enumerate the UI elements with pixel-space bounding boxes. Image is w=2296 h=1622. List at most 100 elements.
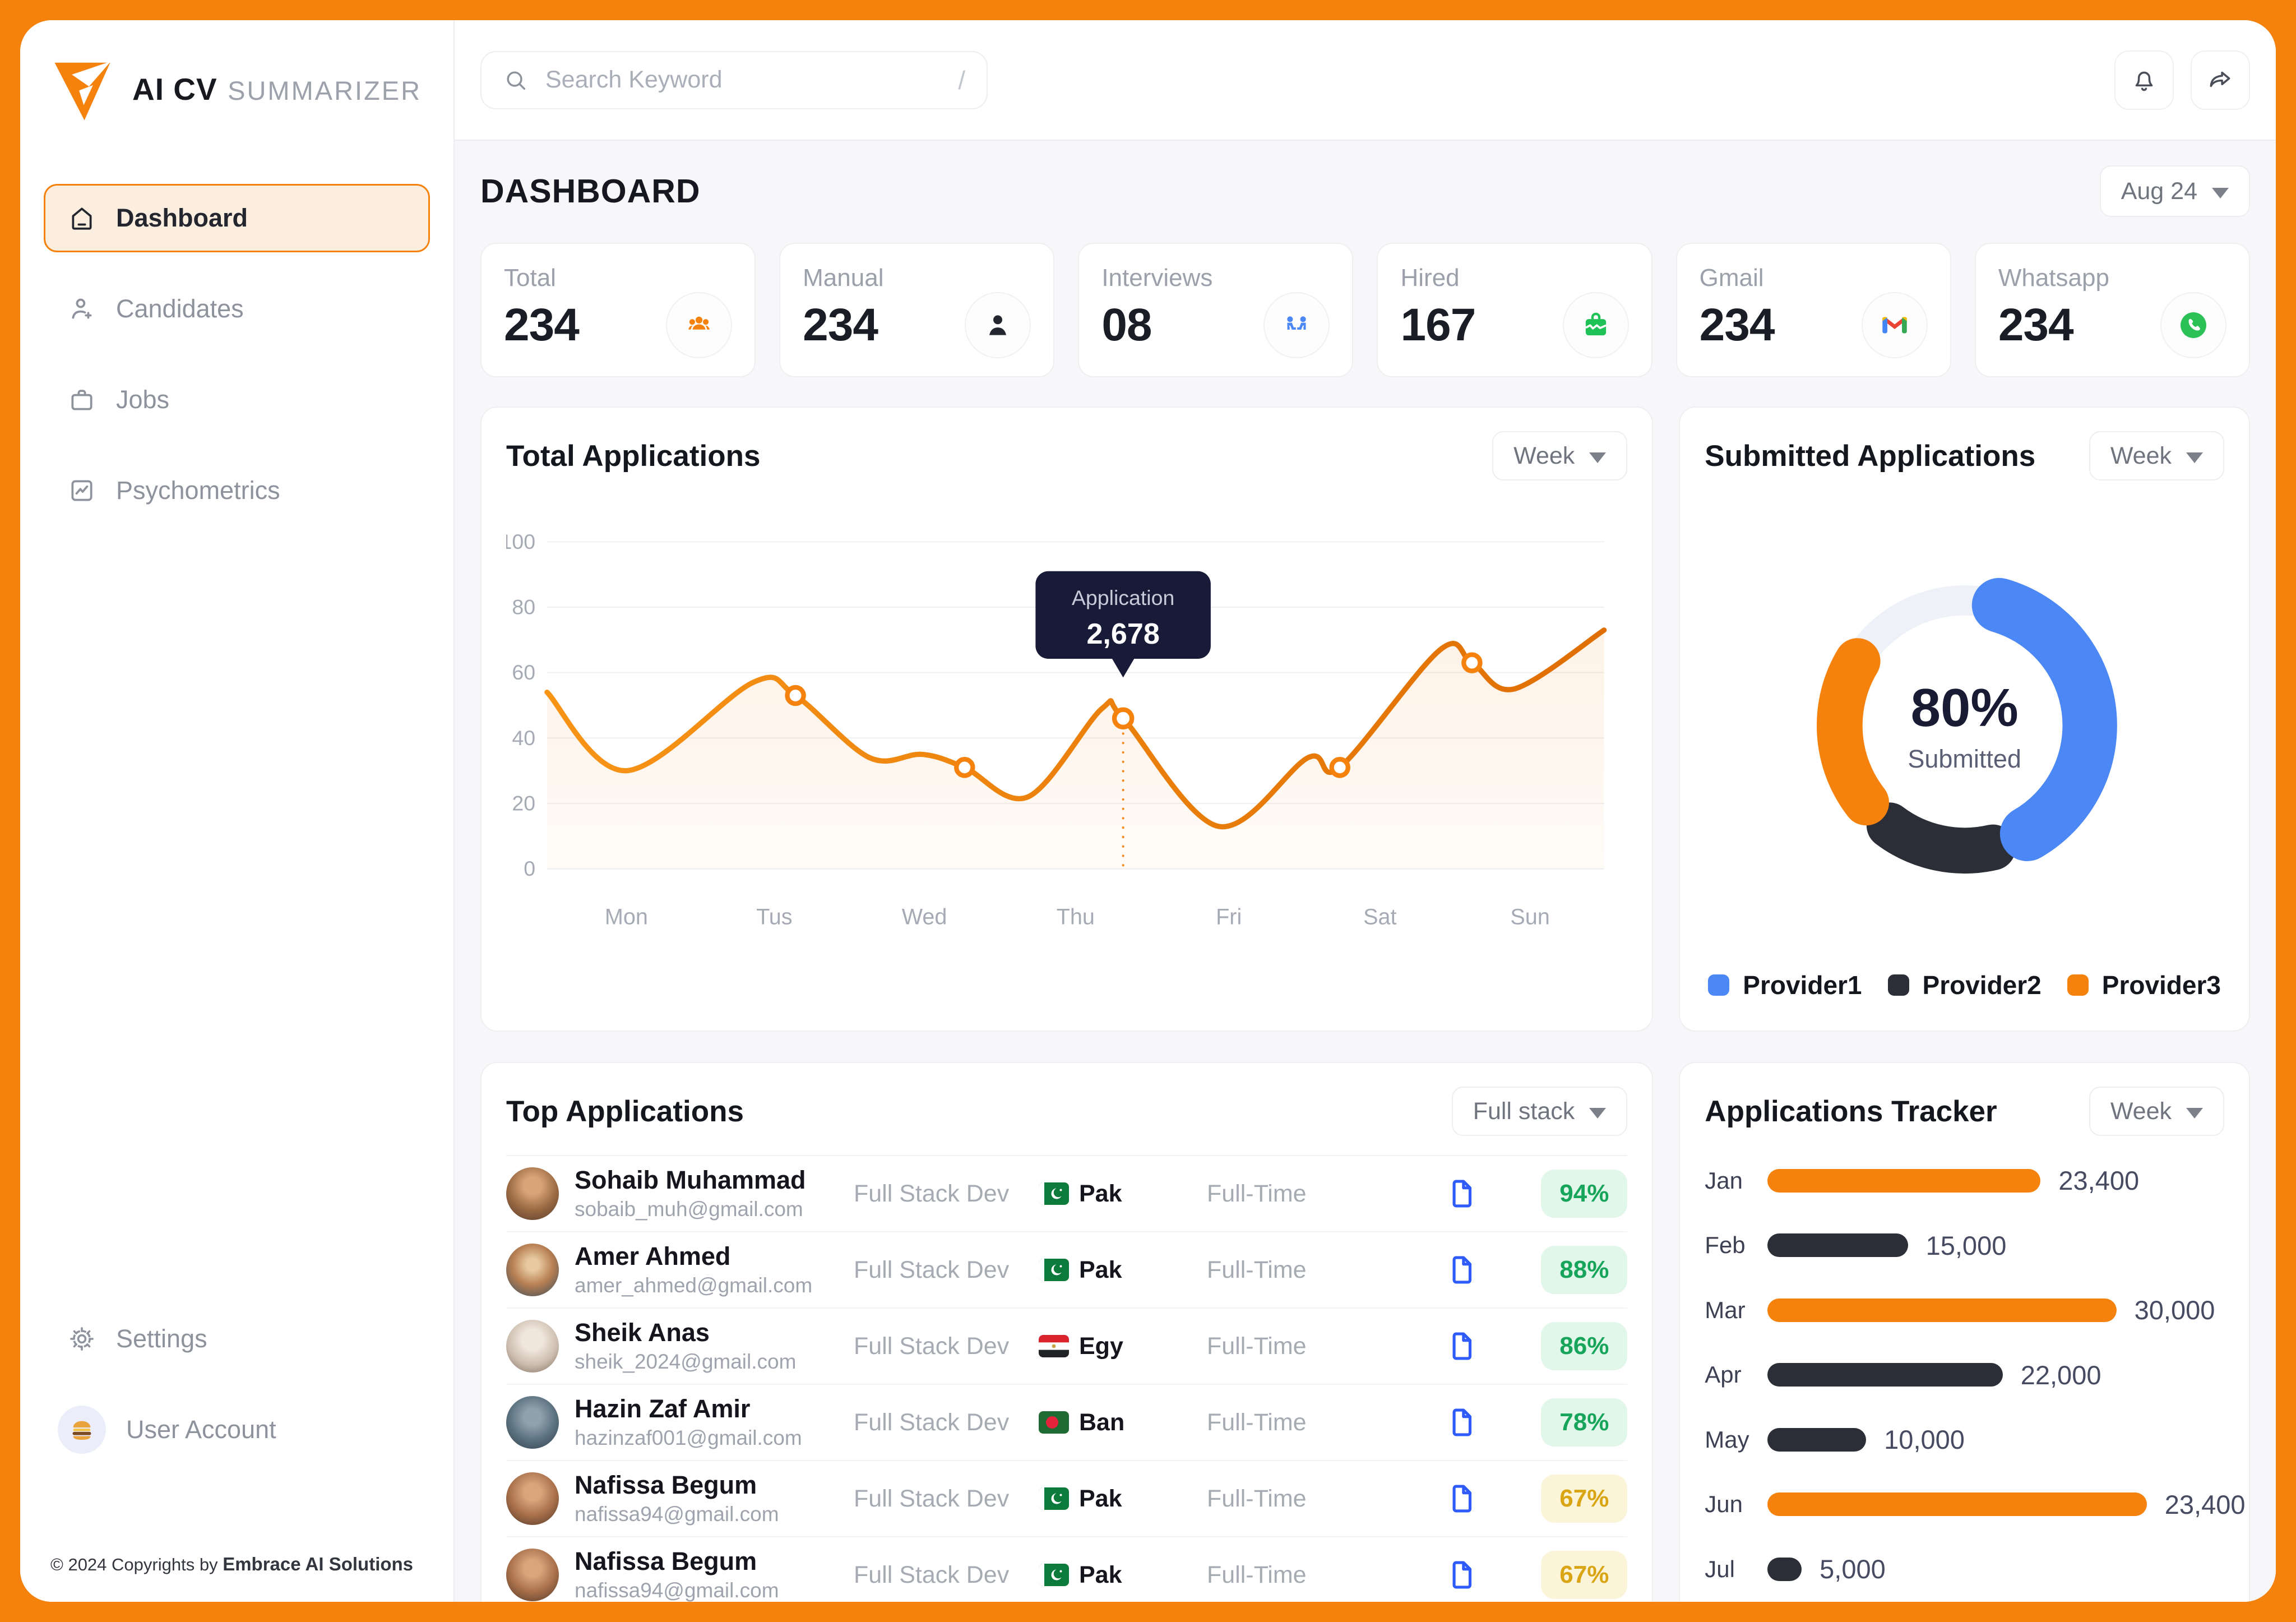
stat-card[interactable]: Total 234 (480, 243, 756, 377)
tracker-month-label: Jul (1705, 1555, 1735, 1582)
tracker-row: Jul 5,000 (1705, 1554, 2224, 1584)
stat-card-value: 234 (504, 299, 580, 350)
document-icon[interactable] (1392, 1481, 1531, 1516)
employment-type: Full-Time (1207, 1332, 1307, 1360)
gear-icon (68, 1325, 96, 1353)
sidebar-item-psychometrics[interactable]: Psychometrics (44, 456, 430, 525)
filter-label: Full stack (1473, 1097, 1575, 1125)
tracker-value: 23,400 (2058, 1166, 2140, 1195)
employment-type: Full-Time (1207, 1561, 1307, 1588)
topbar: / (455, 20, 2276, 141)
submitted-applications-period-dropdown[interactable]: Week (2089, 431, 2224, 480)
table-row[interactable]: Nafissa Begum nafissa94@gmail.com Full S… (506, 1461, 1628, 1537)
stat-card-label: Gmail (1699, 264, 1764, 292)
applications-tracker-title: Applications Tracker (1705, 1094, 1997, 1128)
document-icon[interactable] (1392, 1176, 1531, 1211)
brand-name-light: SUMMARIZER (228, 76, 422, 105)
chevron-down-icon (1589, 1107, 1607, 1119)
date-filter-dropdown[interactable]: Aug 24 (2099, 165, 2250, 217)
dashboard-content: DASHBOARD Aug 24 Total 234 (455, 141, 2276, 1602)
copyright-prefix: © 2024 Copyrights by (50, 1555, 218, 1574)
document-icon[interactable] (1392, 1253, 1531, 1287)
tracker-bar (1767, 1557, 1802, 1581)
employment-type: Full-Time (1207, 1408, 1307, 1436)
copyright: © 2024 Copyrights by Embrace AI Solution… (44, 1554, 430, 1575)
stat-card[interactable]: Gmail 234 (1675, 243, 1951, 377)
main-area: / (455, 20, 2276, 1602)
candidate-role: Full Stack Dev (854, 1485, 1010, 1512)
brand-name-bold: AI CV (132, 72, 217, 107)
country-code: Pak (1079, 1561, 1122, 1588)
donut-center-value: 80% (1910, 677, 2019, 738)
top-applications-filter-dropdown[interactable]: Full stack (1451, 1087, 1628, 1136)
document-icon[interactable] (1392, 1405, 1531, 1440)
app-window: AI CV SUMMARIZER Dashboard Candidates Jo… (20, 20, 2276, 1602)
match-score-badge: 86% (1541, 1322, 1628, 1370)
table-row[interactable]: Sheik Anas sheik_2024@gmail.com Full Sta… (506, 1309, 1628, 1385)
country-flag-icon (1039, 1259, 1069, 1281)
svg-text:Tus: Tus (756, 905, 793, 930)
tracker-row: Apr 22,000 (1705, 1360, 2224, 1390)
notifications-button[interactable] (2114, 50, 2174, 110)
top-applications-title: Top Applications (506, 1094, 744, 1128)
chevron-down-icon (2212, 187, 2229, 198)
period-label: Week (2110, 442, 2172, 469)
tracker-bar (1767, 1492, 2147, 1516)
svg-text:0: 0 (524, 857, 535, 880)
page-header: DASHBOARD Aug 24 (480, 165, 2250, 217)
sidebar-item-jobs[interactable]: Jobs (44, 366, 430, 434)
sidebar-spacer (44, 547, 430, 1305)
svg-text:Fri: Fri (1216, 905, 1242, 930)
candidate-email: sobaib_muh@gmail.com (575, 1198, 803, 1221)
document-icon[interactable] (1392, 1558, 1531, 1592)
country-code: Egy (1079, 1332, 1123, 1360)
stat-card[interactable]: Whatsapp 234 (1974, 243, 2250, 377)
svg-text:Wed: Wed (902, 905, 947, 930)
sidebar-item-user-account[interactable]: User Account (44, 1395, 430, 1464)
date-filter-label: Aug 24 (2121, 177, 2197, 205)
sidebar-item-label: Dashboard (116, 204, 248, 232)
table-row[interactable]: Nafissa Begum nafissa94@gmail.com Full S… (506, 1537, 1628, 1602)
svg-text:40: 40 (512, 726, 535, 750)
tracker-bar (1767, 1298, 2117, 1322)
table-row[interactable]: Sohaib Muhammad sobaib_muh@gmail.com Ful… (506, 1156, 1628, 1232)
candidate-email: nafissa94@gmail.com (575, 1503, 779, 1526)
candidate-name: Amer Ahmed (575, 1241, 731, 1270)
svg-text:80: 80 (512, 595, 535, 618)
stat-card-icon (965, 292, 1031, 358)
country-code: Pak (1079, 1485, 1122, 1512)
brand-name: AI CV SUMMARIZER (132, 71, 422, 107)
country-code: Pak (1079, 1180, 1122, 1207)
search-box[interactable]: / (480, 50, 988, 109)
match-score-badge: 78% (1541, 1398, 1628, 1447)
stat-card[interactable]: Manual 234 (779, 243, 1055, 377)
search-input[interactable] (545, 66, 942, 94)
svg-text:Application: Application (1072, 586, 1174, 609)
tracker-row: May 10,000 (1705, 1424, 2224, 1455)
total-applications-chart[interactable]: 100 80 60 40 20 0 Mon Tus Wed Thu Fri Sat Sun Applica… (506, 524, 1627, 945)
svg-text:Mon: Mon (605, 905, 648, 930)
document-icon[interactable] (1392, 1329, 1531, 1364)
page-title: DASHBOARD (480, 173, 701, 210)
table-row[interactable]: Hazin Zaf Amir hazinzaf001@gmail.com Ful… (506, 1385, 1628, 1461)
sidebar-item-dashboard[interactable]: Dashboard (44, 184, 430, 252)
stat-card[interactable]: Hired 167 (1377, 243, 1652, 377)
sidebar-item-candidates[interactable]: Candidates (44, 275, 430, 343)
table-row[interactable]: Amer Ahmed amer_ahmed@gmail.com Full Sta… (506, 1232, 1628, 1309)
tracker-month-label: Apr (1705, 1361, 1742, 1388)
stat-card-value: 08 (1101, 299, 1152, 350)
avatar (506, 1549, 559, 1601)
stat-card-label: Manual (803, 264, 884, 292)
country-flag-icon (1039, 1182, 1069, 1205)
total-applications-period-dropdown[interactable]: Week (1492, 431, 1628, 480)
applications-tracker-period-dropdown[interactable]: Week (2089, 1087, 2224, 1136)
submitted-applications-title: Submitted Applications (1705, 439, 2036, 473)
sidebar: AI CV SUMMARIZER Dashboard Candidates Jo… (20, 20, 455, 1602)
candidate-email: nafissa94@gmail.com (575, 1579, 779, 1602)
stat-card-icon (1562, 292, 1629, 358)
share-button[interactable] (2191, 50, 2250, 110)
sidebar-item-settings[interactable]: Settings (44, 1305, 430, 1373)
employment-type: Full-Time (1207, 1256, 1307, 1283)
stat-card[interactable]: Interviews 08 (1078, 243, 1354, 377)
avatar (506, 1320, 559, 1373)
